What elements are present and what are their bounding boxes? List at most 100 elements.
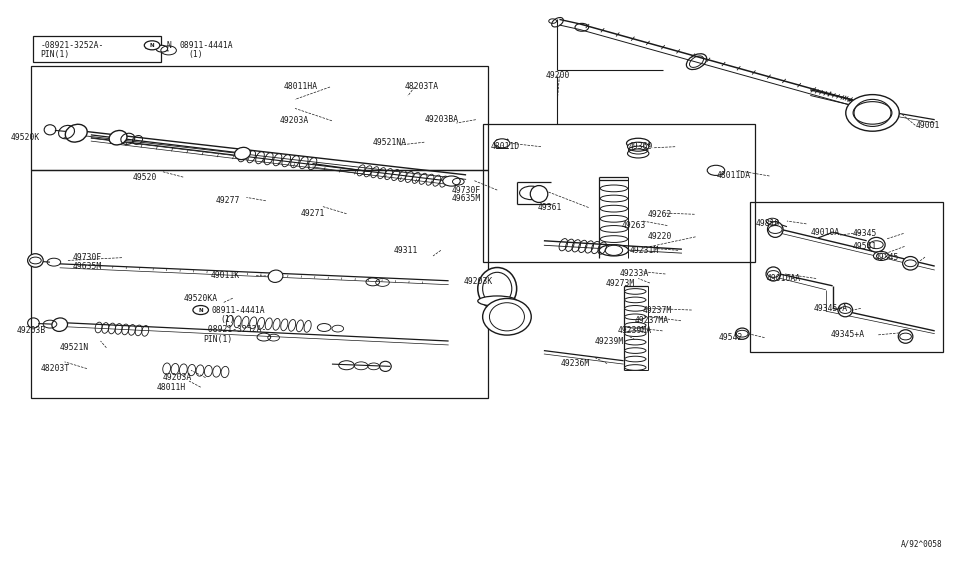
Ellipse shape [478,268,517,310]
Text: -08921-3252A-: -08921-3252A- [204,325,267,334]
Text: 48011D: 48011D [490,142,520,151]
Ellipse shape [625,323,646,328]
Ellipse shape [52,318,67,332]
Ellipse shape [625,348,646,353]
Text: (1): (1) [220,315,235,324]
Text: 49263: 49263 [622,221,646,230]
Ellipse shape [766,267,781,281]
Ellipse shape [235,147,251,160]
Circle shape [193,306,209,315]
Text: A/92^0058: A/92^0058 [901,540,943,549]
Text: -08921-3252A-: -08921-3252A- [40,41,103,50]
Text: 49011K: 49011K [211,271,240,280]
Text: 49203K: 49203K [463,277,492,286]
Circle shape [874,251,889,260]
Text: N: N [198,306,203,315]
Text: 49345+A: 49345+A [831,331,865,339]
Text: 49203A: 49203A [280,116,309,125]
Ellipse shape [625,365,646,370]
Text: PIN(1): PIN(1) [204,335,233,344]
Ellipse shape [601,235,628,242]
Text: 49311: 49311 [393,246,417,255]
Circle shape [494,139,510,148]
Ellipse shape [845,95,899,131]
Ellipse shape [903,256,918,270]
Ellipse shape [483,298,531,335]
Ellipse shape [65,125,87,142]
Text: 49203B: 49203B [17,327,46,336]
Bar [750,203,943,352]
Text: 49730F: 49730F [72,253,101,262]
Text: 49200: 49200 [546,71,570,80]
Ellipse shape [601,216,628,222]
Circle shape [144,41,160,50]
Ellipse shape [601,195,628,202]
Text: 48203TA: 48203TA [405,83,439,92]
Text: 49271: 49271 [301,209,326,218]
Text: 49220: 49220 [648,232,673,241]
Text: (1): (1) [188,50,203,59]
Text: 49203BA: 49203BA [424,115,458,124]
Text: 49369: 49369 [629,142,653,151]
Ellipse shape [898,330,913,343]
Ellipse shape [601,185,628,192]
Text: 49345: 49345 [875,252,899,261]
Text: 48203T: 48203T [40,364,69,373]
Ellipse shape [735,328,749,340]
Text: 49635M: 49635M [451,194,481,203]
Text: 49236M: 49236M [561,359,590,368]
Text: 49520K: 49520K [11,133,40,142]
Ellipse shape [625,356,646,362]
Text: 49542: 49542 [719,333,743,342]
Text: 49541: 49541 [853,242,878,251]
Ellipse shape [838,303,852,317]
Text: 49237MA: 49237MA [635,316,669,325]
Text: 48011HA: 48011HA [284,83,318,92]
Ellipse shape [478,296,517,306]
Circle shape [443,176,460,186]
Ellipse shape [530,186,548,203]
Text: 49239M: 49239M [595,337,624,346]
Bar [32,36,161,62]
Text: 49203A: 49203A [163,373,192,382]
Ellipse shape [625,306,646,311]
Ellipse shape [601,226,628,232]
Text: 49262: 49262 [648,210,673,219]
Ellipse shape [601,205,628,212]
Text: 49010A: 49010A [810,228,839,237]
Text: 49730F: 49730F [451,186,481,195]
Text: 49239MA: 49239MA [618,327,652,336]
Text: 49010AA: 49010AA [766,274,800,283]
Ellipse shape [27,254,43,267]
Ellipse shape [625,297,646,303]
Text: 49521N: 49521N [59,343,89,352]
Ellipse shape [628,142,649,151]
Circle shape [520,186,543,200]
Text: 49277: 49277 [215,196,240,205]
Text: 49520: 49520 [133,173,157,182]
Ellipse shape [625,289,646,294]
Text: 49001: 49001 [916,121,940,130]
Text: 49810: 49810 [756,220,780,228]
Ellipse shape [767,222,783,237]
Text: N: N [198,307,203,312]
Text: 49345+A: 49345+A [813,304,847,313]
Ellipse shape [600,245,629,256]
Text: 08911-4441A: 08911-4441A [212,306,265,315]
Ellipse shape [868,237,885,252]
Text: 49520KA: 49520KA [183,294,217,303]
Ellipse shape [625,340,646,345]
Text: 49237M: 49237M [644,306,673,315]
Text: N: N [167,41,172,50]
Text: 49233A: 49233A [620,269,649,278]
Circle shape [156,45,168,52]
Text: PIN(1): PIN(1) [40,50,69,59]
Text: 48011DA: 48011DA [717,171,751,181]
Text: 49635M: 49635M [72,261,101,271]
Bar [483,123,755,261]
Text: 49231M: 49231M [630,246,659,255]
Text: 08911-4441A: 08911-4441A [179,41,233,50]
Ellipse shape [601,246,628,252]
Text: 49345: 49345 [853,229,878,238]
Ellipse shape [625,314,646,320]
